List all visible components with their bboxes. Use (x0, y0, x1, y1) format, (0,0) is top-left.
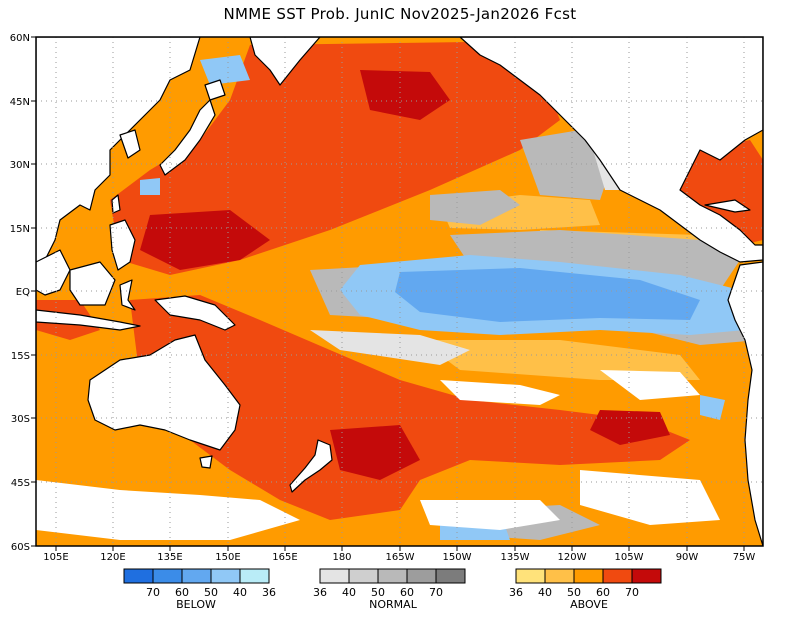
lat-label: 45N (10, 97, 30, 108)
legend-swatch-below (210, 568, 241, 584)
lat-label: 30S (11, 414, 30, 425)
new-zealand (289, 439, 333, 493)
cuba (704, 199, 751, 213)
legend-swatch-normal (348, 568, 379, 584)
legend-tick: 40 (342, 586, 356, 599)
legend-swatch-below (181, 568, 212, 584)
legend-swatch-above (515, 568, 546, 584)
lat-label: 15N (10, 224, 30, 235)
lon-label: 105E (43, 552, 68, 563)
map-title: NMME SST Prob. JunIC Nov2025-Jan2026 Fcs… (223, 5, 577, 23)
lon-label: 75W (733, 552, 756, 563)
longitude-axis (55, 546, 745, 551)
lon-label: 165W (386, 552, 415, 563)
lat-label: 45S (11, 478, 30, 489)
lon-label: 120W (558, 552, 587, 563)
hokkaido (204, 79, 226, 101)
legend-swatch-normal (377, 568, 408, 584)
legend-swatch-normal (319, 568, 350, 584)
legend-title-normal: NORMAL (369, 598, 418, 611)
lat-label: 60S (11, 542, 30, 553)
legend-swatch-normal (435, 568, 466, 584)
philippines (109, 219, 136, 271)
taiwan (111, 194, 121, 214)
lat-label: 30N (10, 160, 30, 171)
legend-tick: 40 (538, 586, 552, 599)
legend-above: 36 40 50 60 70 ABOVE (509, 568, 662, 611)
north-america (459, 37, 763, 263)
legend-tick: 50 (204, 586, 218, 599)
legend-swatch-above (544, 568, 575, 584)
legend-tick: 70 (429, 586, 443, 599)
land-masses (36, 37, 763, 546)
new-guinea (154, 295, 236, 331)
southeast-asia (36, 249, 71, 296)
legend-tick: 50 (371, 586, 385, 599)
lon-label: 120E (100, 552, 125, 563)
legend-tick: 60 (400, 586, 414, 599)
legend-swatch-below (239, 568, 270, 584)
asia-mainland (36, 37, 201, 263)
australia (87, 334, 241, 451)
lat-label: EQ (16, 287, 30, 298)
legend-title-below: BELOW (176, 598, 216, 611)
legend-tick: 36 (313, 586, 327, 599)
lon-label: 90W (676, 552, 699, 563)
legend-tick: 70 (146, 586, 160, 599)
legend-tick: 40 (233, 586, 247, 599)
legend-tick: 60 (175, 586, 189, 599)
lon-label: 105W (615, 552, 644, 563)
legend-swatch-below (152, 568, 183, 584)
legend-tick: 60 (596, 586, 610, 599)
legend-normal: 36 40 50 60 70 NORMAL (313, 568, 466, 611)
legend-swatch-above (631, 568, 662, 584)
legend-tick: 36 (509, 586, 523, 599)
south-america (727, 261, 763, 546)
legend-swatch-above (602, 568, 633, 584)
sulawesi (119, 279, 136, 311)
lat-label: 60N (10, 33, 30, 44)
korea (119, 129, 141, 159)
latitude-axis (31, 36, 36, 547)
legend-below: 70 60 50 40 36 BELOW (123, 568, 276, 611)
tasmania (199, 455, 213, 469)
kamchatka (249, 37, 321, 86)
lon-label: 135E (157, 552, 182, 563)
borneo (69, 261, 116, 306)
very-high-probability-warm-cores (140, 70, 670, 480)
legend-title-above: ABOVE (570, 598, 608, 611)
legend-swatch-above (573, 568, 604, 584)
indonesia-islands (36, 309, 141, 331)
japan (159, 99, 216, 176)
legend-tick: 70 (625, 586, 639, 599)
legend-swatch-below (123, 568, 154, 584)
graticule (36, 37, 763, 546)
lon-label: 180 (332, 552, 351, 563)
legend-tick: 50 (567, 586, 581, 599)
lon-label: 135W (501, 552, 530, 563)
lon-label: 150E (215, 552, 240, 563)
legend-tick: 36 (262, 586, 276, 599)
lat-label: 15S (11, 351, 30, 362)
lon-label: 150W (443, 552, 472, 563)
legend-swatch-normal (406, 568, 437, 584)
lon-label: 165E (272, 552, 297, 563)
